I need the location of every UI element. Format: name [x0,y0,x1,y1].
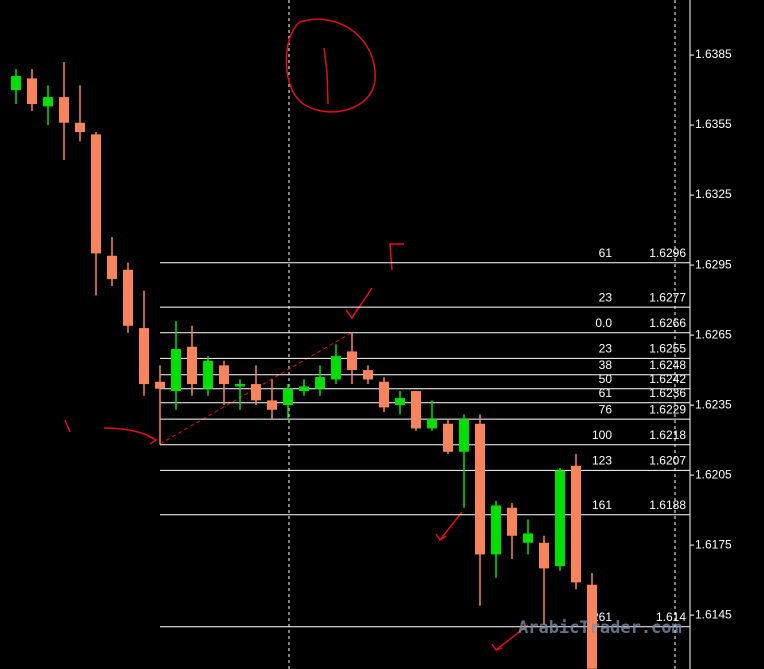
candle-body [363,370,373,380]
annotation-mark [389,243,404,271]
y-tick-label: 1.6355 [695,117,732,131]
y-tick-label: 1.6295 [695,257,732,271]
fib-anchor-line [159,331,354,445]
candle-body [107,255,117,280]
candle-body [123,269,133,326]
candle-body [171,349,181,392]
fib-level-name: 76 [599,402,613,416]
fib-level-price: 1.614 [656,610,686,624]
fib-level-price: 1.6248 [649,358,686,372]
fib-level-price: 1.6218 [649,428,686,442]
candle-body [27,78,37,105]
fib-level-name: 161 [592,498,612,512]
candle-body [91,134,101,254]
y-tick-label: 1.6145 [695,607,732,621]
y-tick-label: 1.6385 [695,47,732,61]
fib-level-price: 1.6236 [649,386,686,400]
candle-body [59,97,69,123]
candle-body [523,533,533,543]
annotation-arrow [491,624,529,651]
y-tick-label: 1.6325 [695,187,732,201]
fib-level-name: 38 [599,358,613,372]
fib-level-price: 1.6255 [649,342,686,356]
candle-body [443,423,453,452]
fib-level-name: 23 [599,290,613,304]
y-tick-label: 1.6235 [695,397,732,411]
candle-body [395,398,405,406]
annotation-circle [285,18,376,113]
fib-level-price: 1.6266 [649,316,686,330]
fib-level-name: 61 [599,246,613,260]
candle-body [555,470,565,567]
candle-body [571,465,581,583]
fib-level-name: 61 [599,386,613,400]
watermark: ArabicTrader.com [518,618,682,638]
candle-body [475,423,485,555]
candle-body [75,122,85,133]
fib-level-price: 1.6242 [649,372,686,386]
candle-body [331,356,341,380]
candle-body [251,384,261,401]
annotation-arrow [103,427,158,445]
candle-body [235,384,245,387]
candle-body [11,76,21,91]
candle-body [459,419,469,452]
candle-body [299,386,309,392]
y-tick-label: 1.6265 [695,327,732,341]
annotation-mark [64,419,71,433]
candle-body [427,419,437,429]
annotation-arrow [435,511,463,542]
candle-body [267,400,277,410]
candle-body [203,360,213,389]
candle-body [187,346,197,385]
candle-body [283,388,293,406]
fib-level-price: 1.6229 [649,402,686,416]
fib-level-name: 261 [592,610,612,624]
candle-body [491,505,501,555]
fib-level-price: 1.6207 [649,454,686,468]
candle-body [139,328,149,385]
candle-body [379,381,389,408]
fib-level-price: 1.6188 [649,498,686,512]
candle-body [587,584,597,669]
fib-level-name: 100 [592,428,612,442]
candle-body [539,542,549,569]
candle-body [155,381,165,389]
candle-body [507,507,517,536]
fib-level-name: 0.0 [595,316,612,330]
y-tick-label: 1.6175 [695,537,732,551]
annotations [64,18,529,651]
fib-level-name: 50 [599,372,613,386]
candle-body [347,351,357,371]
candle-body [219,365,229,385]
annotation-arrow [345,287,373,320]
annotation-one [323,47,329,105]
y-tick-label: 1.6205 [695,467,732,481]
candle-body [315,377,325,389]
fib-level-price: 1.6277 [649,290,686,304]
fib-level-price: 1.6296 [649,246,686,260]
candle-body [411,391,421,429]
fib-level-name: 123 [592,454,612,468]
candle-body [43,97,53,107]
fib-level-name: 23 [599,342,613,356]
